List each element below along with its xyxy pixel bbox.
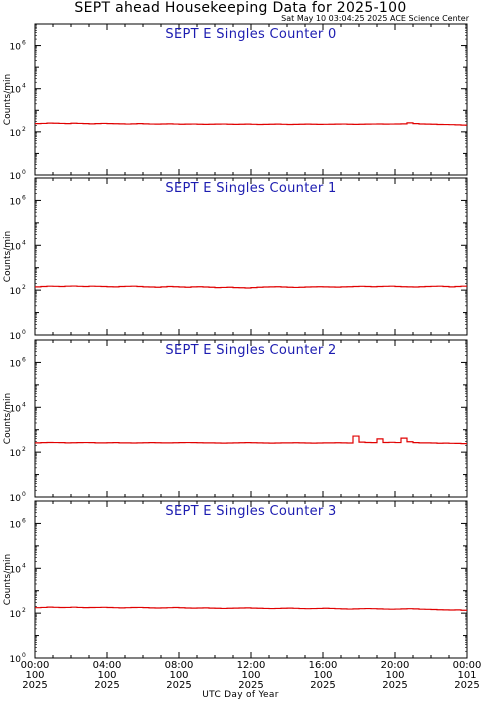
panel-frame <box>34 23 468 176</box>
data-series-line <box>35 435 467 445</box>
y-tick-label-exponent: 4 <box>22 401 26 408</box>
page-title: SEPT ahead Housekeeping Data for 2025-10… <box>74 0 407 16</box>
x-tick-time-label: 08:00 <box>165 660 194 671</box>
y-tick-label-exponent: 4 <box>22 562 26 569</box>
x-tick-year-label: 2025 <box>382 680 407 691</box>
x-tick-time-label: 16:00 <box>309 660 338 671</box>
y-tick-label-exponent: 6 <box>22 356 26 363</box>
x-tick-time-label: 04:00 <box>93 660 122 671</box>
y-tick-label: 10 <box>10 520 22 530</box>
data-series-line <box>35 285 467 289</box>
x-tick-day-label: 100 <box>97 670 116 681</box>
y-tick-label-exponent: 0 <box>22 652 26 659</box>
y-tick-label: 10 <box>10 197 22 207</box>
x-tick-year-label: 2025 <box>454 680 479 691</box>
timestamp-label: Sat May 10 03:04:25 2025 ACE Science Cen… <box>281 14 469 23</box>
x-tick-day-label: 100 <box>313 670 332 681</box>
panel-title: SEPT E Singles Counter 3 <box>165 504 336 519</box>
y-axis-label: Counts/min <box>3 74 13 125</box>
y-axis-label: Counts/min <box>3 231 13 282</box>
y-tick-label-exponent: 2 <box>22 446 26 453</box>
panel-frame <box>34 177 468 336</box>
y-tick-label-exponent: 2 <box>22 284 26 291</box>
y-tick-label-exponent: 4 <box>22 239 26 246</box>
x-tick-day-label: 100 <box>169 670 188 681</box>
x-tick-year-label: 2025 <box>238 680 263 691</box>
panel-title: SEPT E Singles Counter 1 <box>165 181 336 196</box>
y-tick-label: 10 <box>10 332 22 342</box>
x-tick-day-label: 101 <box>457 670 476 681</box>
y-axis-label: Counts/min <box>3 393 13 444</box>
y-tick-label: 10 <box>10 494 22 504</box>
y-tick-label: 10 <box>10 610 22 620</box>
y-axis-label: Counts/min <box>3 554 13 605</box>
y-tick-label: 10 <box>10 172 22 182</box>
x-tick-time-label: 20:00 <box>381 660 410 671</box>
y-tick-label-exponent: 2 <box>22 126 26 133</box>
x-axis-label: UTC Day of Year <box>202 690 279 700</box>
panel-title: SEPT E Singles Counter 0 <box>165 27 336 42</box>
y-tick-label: 10 <box>10 359 22 369</box>
y-tick-label: 10 <box>10 655 22 665</box>
y-tick-label: 10 <box>10 404 22 414</box>
x-tick-time-label: 12:00 <box>237 660 266 671</box>
panel-frame <box>34 500 468 659</box>
x-tick-year-label: 2025 <box>22 680 47 691</box>
y-tick-label-exponent: 4 <box>22 83 26 90</box>
x-tick-time-label: 00:00 <box>21 660 50 671</box>
y-tick-label-exponent: 0 <box>22 329 26 336</box>
y-tick-label-exponent: 0 <box>22 169 26 176</box>
x-tick-day-label: 100 <box>385 670 404 681</box>
panel-frame <box>34 339 468 498</box>
data-series-line <box>35 606 467 611</box>
x-tick-day-label: 100 <box>25 670 44 681</box>
y-tick-label: 10 <box>10 565 22 575</box>
y-tick-label-exponent: 2 <box>22 607 26 614</box>
y-tick-label: 10 <box>10 86 22 96</box>
x-tick-year-label: 2025 <box>310 680 335 691</box>
y-tick-label-exponent: 6 <box>22 40 26 47</box>
x-tick-year-label: 2025 <box>166 680 191 691</box>
y-tick-label: 10 <box>10 287 22 297</box>
data-series-line <box>35 122 467 126</box>
y-tick-label: 10 <box>10 129 22 139</box>
x-tick-time-label: 00:00 <box>453 660 481 671</box>
y-tick-label-exponent: 6 <box>22 194 26 201</box>
x-tick-day-label: 100 <box>241 670 260 681</box>
y-tick-label-exponent: 0 <box>22 491 26 498</box>
y-tick-label: 10 <box>10 242 22 252</box>
panel-title: SEPT E Singles Counter 2 <box>165 343 336 358</box>
y-tick-label-exponent: 6 <box>22 517 26 524</box>
x-tick-year-label: 2025 <box>94 680 119 691</box>
y-tick-label: 10 <box>10 43 22 53</box>
y-tick-label: 10 <box>10 449 22 459</box>
